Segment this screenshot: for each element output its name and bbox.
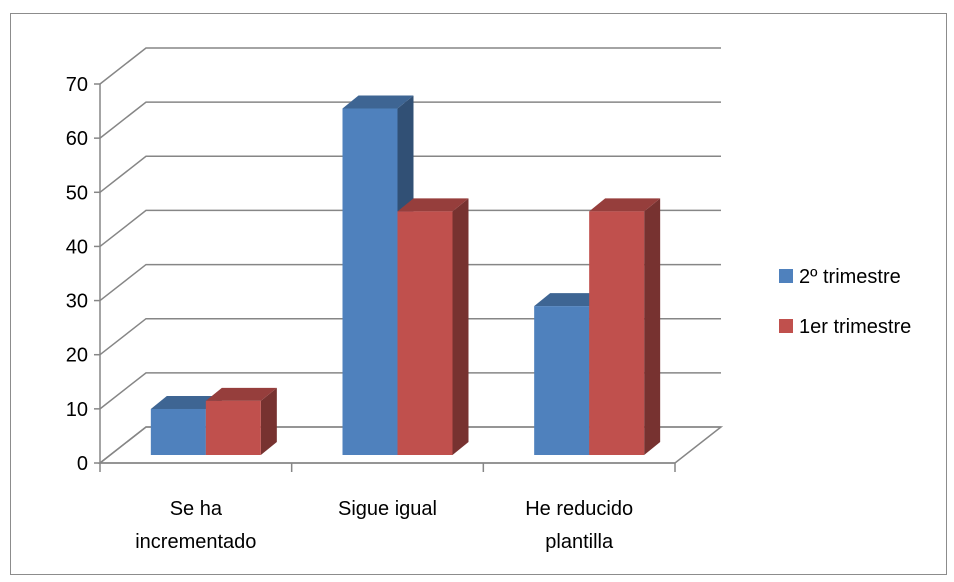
y-tick-label: 40 <box>66 236 88 258</box>
y-tick-label: 0 <box>77 453 88 475</box>
category-labels: Se ha incrementado Sigue igual He reducido p… <box>135 498 633 553</box>
category-label: Se ha <box>170 498 223 520</box>
bar-front <box>205 400 261 455</box>
chart-frame <box>10 13 947 575</box>
bar-top <box>342 95 414 109</box>
bar-2-1 <box>205 387 277 455</box>
bar-top <box>397 198 469 212</box>
legend-swatch <box>779 269 793 283</box>
bar-2-2 <box>397 198 469 455</box>
category-label: Sigue igual <box>338 498 437 520</box>
y-tick-labels: 0 10 20 30 40 50 60 70 <box>66 74 88 475</box>
axes <box>94 83 676 472</box>
gridline <box>99 426 721 464</box>
legend-label: 1er trimestre <box>799 316 911 338</box>
legend: 2º trimestre 1er trimestre <box>779 266 911 338</box>
bar-front <box>150 408 206 455</box>
bar-front <box>589 211 645 455</box>
bar-front <box>342 108 398 455</box>
legend-swatch <box>779 319 793 333</box>
gridline <box>99 47 721 85</box>
y-tick-label: 60 <box>66 128 88 150</box>
bar-side <box>452 198 469 455</box>
gridline <box>99 101 721 139</box>
gridlines <box>99 47 721 464</box>
gridline <box>99 209 721 248</box>
bar-top <box>534 293 606 307</box>
legend-label: 2º trimestre <box>799 266 901 288</box>
y-tick-label: 10 <box>66 399 88 421</box>
bar-top <box>589 198 661 212</box>
y-tick-label: 30 <box>66 291 88 313</box>
bar-top <box>205 387 277 401</box>
bar-2-3 <box>589 198 661 455</box>
bar-top <box>150 395 222 409</box>
gridline <box>99 372 721 410</box>
bar-side <box>644 198 661 455</box>
category-label: incrementado <box>135 531 256 553</box>
bars <box>150 95 661 455</box>
y-tick-label: 50 <box>66 182 88 204</box>
bar-front <box>534 306 590 455</box>
gridline <box>99 263 721 302</box>
gridline <box>99 317 721 356</box>
category-label: plantilla <box>545 531 614 553</box>
y-tick-label: 20 <box>66 345 88 367</box>
bar-front <box>397 211 453 455</box>
gridline <box>99 155 721 193</box>
category-label: He reducido <box>525 498 633 520</box>
bar-side <box>260 387 277 455</box>
y-tick-label: 70 <box>66 74 88 96</box>
